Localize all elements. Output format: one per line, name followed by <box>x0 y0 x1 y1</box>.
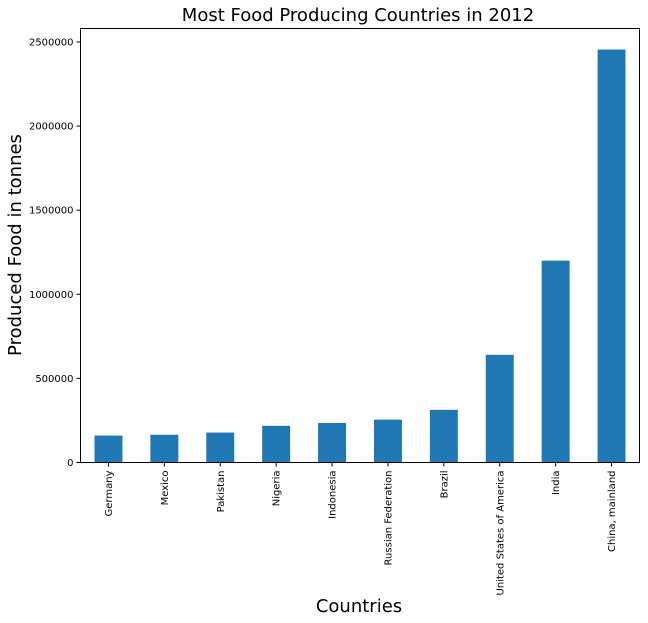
bar-pakistan <box>206 432 235 463</box>
x-tick-label: Indonesia <box>328 471 339 519</box>
plot-frame <box>80 28 640 463</box>
x-tick-label: Brazil <box>439 471 450 499</box>
x-tick-label: United States of America <box>495 471 506 596</box>
y-axis-label: Produced Food in tonnes <box>5 134 26 356</box>
y-tick-label: 500000 <box>35 374 73 385</box>
bars-group <box>94 49 626 463</box>
bar-brazil <box>429 409 458 463</box>
y-tick-label: 2000000 <box>29 122 74 133</box>
bar-united-states-of-america <box>485 354 514 463</box>
y-tick-label: 1000000 <box>29 290 74 301</box>
x-tick-label: China, mainland <box>607 471 618 553</box>
y-axis-ticks: 0 500000 1000000 1500000 2000000 2500000 <box>29 37 81 469</box>
x-tick-label: Russian Federation <box>383 471 394 566</box>
x-axis-ticks: Germany Mexico Pakistan Nigeria Indonesia Rus… <box>104 462 618 596</box>
bar-india <box>541 260 570 463</box>
x-tick-label: Pakistan <box>216 471 227 513</box>
x-axis-label: Countries <box>316 596 402 617</box>
bar-germany <box>94 435 123 463</box>
y-tick-label: 0 <box>67 458 73 469</box>
y-tick-label: 2500000 <box>29 37 74 48</box>
x-tick-label: Mexico <box>160 471 171 506</box>
bar-china-mainland <box>597 49 626 463</box>
chart-title: Most Food Producing Countries in 2012 <box>182 5 534 26</box>
bar-indonesia <box>318 422 347 463</box>
x-tick-label: Germany <box>104 470 115 516</box>
y-tick-label: 1500000 <box>29 206 74 217</box>
bar-mexico <box>150 434 179 463</box>
bar-russian-federation <box>373 419 402 463</box>
x-tick-label: Nigeria <box>272 471 283 507</box>
x-tick-label: India <box>551 471 562 496</box>
bar-nigeria <box>262 425 291 463</box>
